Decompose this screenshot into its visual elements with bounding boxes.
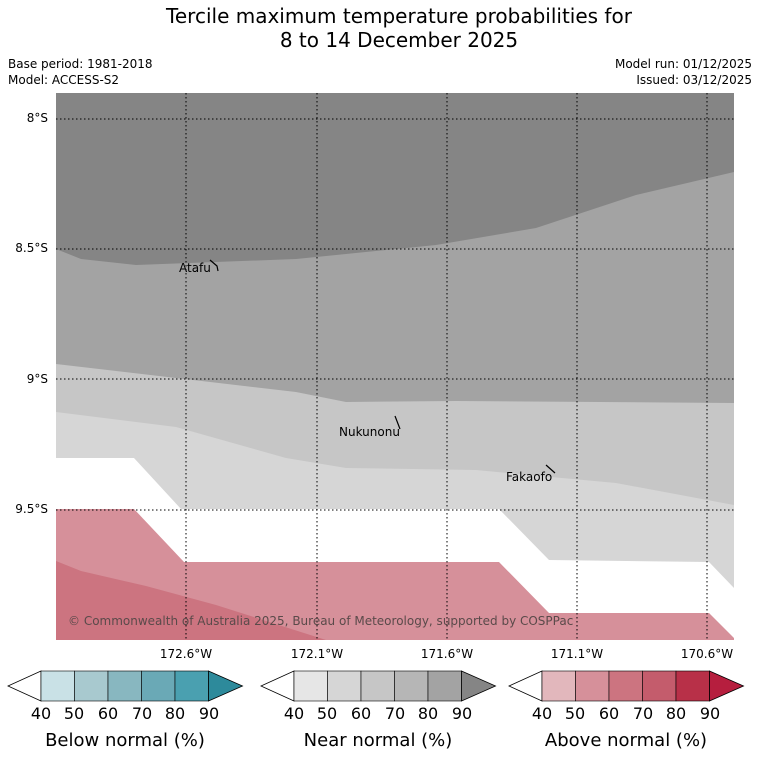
colorbar-segment xyxy=(360,670,395,702)
colorbar-segment xyxy=(608,670,643,702)
colorbar-tick: 50 xyxy=(316,704,338,723)
above-normal-60-region xyxy=(56,561,326,640)
colorbar-tick: 40 xyxy=(531,704,553,723)
copyright-notice: © Commonwealth of Australia 2025, Bureau… xyxy=(68,614,574,628)
colorbar-extend-low xyxy=(7,670,42,702)
lon-label-170-6w: 170.6°W xyxy=(680,647,734,661)
colorbar-extend-high xyxy=(709,670,745,702)
lat-label-9s: 9°S xyxy=(26,372,48,386)
colorbar-extend-high xyxy=(208,670,244,702)
colorbar-tick: 70 xyxy=(632,704,654,723)
colorbar-segment xyxy=(107,670,142,702)
lat-label-9-5s: 9.5°S xyxy=(15,502,48,516)
place-atafu: Atafu xyxy=(179,261,211,275)
colorbar-segment xyxy=(394,670,429,702)
issued-date: Issued: 03/12/2025 xyxy=(636,73,752,87)
colorbar-tick: 70 xyxy=(131,704,153,723)
colorbar-tick: 60 xyxy=(350,704,372,723)
colorbar-tick: 60 xyxy=(97,704,119,723)
colorbar-above-normal xyxy=(508,670,745,702)
colorbar-near-normal xyxy=(260,670,497,702)
colorbar-tick: 80 xyxy=(417,704,439,723)
colorbar-segment xyxy=(40,670,75,702)
chart-title: Tercile maximum temperature probabilitie… xyxy=(0,4,758,52)
lon-label-171-6w: 171.6°W xyxy=(420,647,474,661)
colorbar-tick: 50 xyxy=(63,704,85,723)
colorbar-title-near: Near normal (%) xyxy=(303,730,453,751)
colorbar-tick: 80 xyxy=(164,704,186,723)
lon-label-171-1w: 171.1°W xyxy=(550,647,604,661)
colorbar-tick: 70 xyxy=(384,704,406,723)
colorbar-segment xyxy=(575,670,610,702)
colorbar-tick: 40 xyxy=(30,704,52,723)
colorbar-extend-high xyxy=(461,670,497,702)
colorbar-below-normal xyxy=(7,670,244,702)
colorbar-tick: 60 xyxy=(598,704,620,723)
model-name: Model: ACCESS-S2 xyxy=(8,73,120,87)
lon-label-172-1w: 172.1°W xyxy=(290,647,344,661)
colorbar-extend-low xyxy=(508,670,543,702)
colorbar-segment xyxy=(174,670,209,702)
graticule xyxy=(56,93,734,640)
title-line-1: Tercile maximum temperature probabilitie… xyxy=(166,4,632,28)
probability-map xyxy=(56,93,734,640)
colorbar-tick: 90 xyxy=(451,704,473,723)
colorbar-tick: 90 xyxy=(198,704,220,723)
above-normal-50-region xyxy=(56,509,734,640)
colorbar-segment xyxy=(74,670,109,702)
lat-label-8-5s: 8.5°S xyxy=(15,241,48,255)
colorbar-segment xyxy=(427,670,462,702)
colorbar-segment xyxy=(541,670,576,702)
title-line-2: 8 to 14 December 2025 xyxy=(279,28,519,52)
colorbar-title-below: Below normal (%) xyxy=(45,730,205,751)
colorbar-segment xyxy=(327,670,362,702)
colorbar-tick: 50 xyxy=(564,704,586,723)
colorbar-extend-low xyxy=(260,670,295,702)
colorbar-segment xyxy=(141,670,176,702)
lon-label-172-6w: 172.6°W xyxy=(159,647,213,661)
fakaofo-outline xyxy=(545,464,556,474)
atafu-outline xyxy=(209,259,219,272)
colorbar-tick: 90 xyxy=(699,704,721,723)
place-fakaofo: Fakaofo xyxy=(506,470,553,484)
run-info: Model run: 01/12/2025 Issued: 03/12/2025 xyxy=(615,56,752,88)
nukunonu-outline xyxy=(394,415,401,430)
island-outlines xyxy=(209,259,556,474)
colorbar-tick: 40 xyxy=(283,704,305,723)
colorbar-segment xyxy=(675,670,710,702)
colorbar-tick: 80 xyxy=(665,704,687,723)
place-nukunonu: Nukunonu xyxy=(339,425,400,439)
model-run: Model run: 01/12/2025 xyxy=(614,57,752,71)
lat-label-8s: 8°S xyxy=(26,111,48,125)
colorbar-title-above: Above normal (%) xyxy=(544,730,708,751)
model-info: Base period: 1981-2018 Model: ACCESS-S2 xyxy=(8,56,153,88)
colorbar-segment xyxy=(293,670,328,702)
colorbar-segment xyxy=(642,670,677,702)
base-period: Base period: 1981-2018 xyxy=(8,57,153,71)
